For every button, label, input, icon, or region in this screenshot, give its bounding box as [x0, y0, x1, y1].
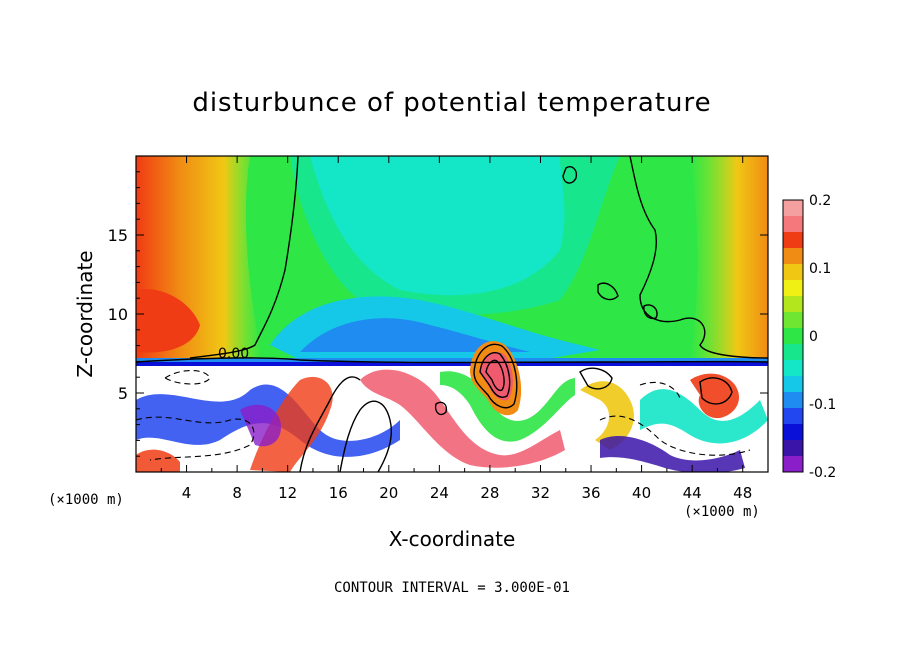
contour-boundary — [136, 357, 768, 364]
x-tick-label: 32 — [531, 484, 550, 502]
colorbar-swatch — [783, 376, 803, 392]
colorbar-frame — [782, 199, 804, 473]
field-right-warm — [690, 156, 768, 358]
contour-zero-right — [629, 156, 768, 359]
contour-lower-4 — [699, 377, 733, 405]
x-tick-label: 36 — [581, 484, 600, 502]
colorbar-tick-label: -0.2 — [809, 465, 836, 481]
y-axis-label: Z-coordinate — [73, 250, 97, 377]
colorbar-swatch — [783, 456, 803, 472]
contour-bubble-3 — [485, 359, 505, 392]
colorbar-swatch — [783, 408, 803, 424]
x-tick-label: 16 — [329, 484, 348, 502]
field-filament-7 — [690, 373, 740, 419]
field-boundary-band — [136, 358, 768, 364]
contour-lines — [136, 156, 768, 472]
field-filament-8 — [136, 449, 180, 472]
contour-lower-3 — [579, 367, 613, 390]
field-filament-4 — [440, 371, 575, 442]
contour-lower-1 — [299, 376, 361, 472]
x-tick-label: 4 — [182, 484, 192, 502]
field-filament-2 — [250, 376, 333, 472]
x-tick-label: 48 — [733, 484, 752, 502]
field-blue-deep — [300, 318, 530, 352]
colorbar-tick-label: 0.1 — [809, 261, 831, 277]
contour-dashed-1 — [163, 369, 211, 385]
x-unit-right: (×1000 m) — [684, 504, 760, 520]
heatmap-field — [136, 156, 768, 472]
colorbar-swatch — [783, 280, 803, 296]
contour-label: 0.00 — [218, 346, 249, 362]
x-axis-ticks: 4 8 12 16 20 24 28 32 36 40 44 48 — [160, 156, 752, 502]
colorbar-swatch — [783, 216, 803, 232]
field-filament-3 — [360, 369, 565, 468]
colorbar-swatch — [783, 424, 803, 440]
colorbar-tick-labels: 0.2 0.1 0 -0.1 -0.2 — [809, 193, 836, 481]
colorbar-tick-label: 0.2 — [809, 193, 831, 209]
colorbar-swatch — [783, 392, 803, 408]
contour-dashed-4 — [639, 381, 681, 399]
contour-right-island — [597, 282, 619, 301]
contour-bubble-1 — [473, 343, 518, 409]
field-cyan-core — [310, 156, 565, 296]
contour-interval-footer: CONTOUR INTERVAL = 3.000E-01 — [334, 580, 570, 596]
y-tick-label: 5 — [118, 384, 128, 403]
contour-dashed — [136, 369, 751, 461]
field-filament-6 — [640, 389, 768, 444]
y-axis-ticks: 5 10 15 — [108, 171, 768, 457]
x-tick-label: 44 — [683, 484, 702, 502]
colorbar-swatch — [783, 360, 803, 376]
x-tick-label: 40 — [632, 484, 651, 502]
contour-zero-left — [189, 156, 299, 359]
contour-small-loop — [562, 166, 578, 184]
colorbar-swatch — [783, 328, 803, 344]
colorbar-swatch — [783, 344, 803, 360]
field-filament-9 — [240, 404, 281, 447]
colorbar-swatch — [783, 264, 803, 280]
colorbar-tick-label: -0.1 — [809, 397, 836, 413]
x-tick-label: 20 — [379, 484, 398, 502]
colorbar-swatch — [783, 440, 803, 456]
contour-right-island-2 — [643, 304, 658, 320]
colorbar-tick-label: 0 — [809, 329, 818, 345]
contour-lower-2 — [339, 400, 392, 472]
field-bubble-inner — [480, 351, 513, 401]
field-boundary-band-dark — [136, 362, 768, 366]
field-filament-5 — [580, 381, 634, 450]
colorbar-swatch — [783, 296, 803, 312]
colorbar-swatch — [783, 248, 803, 264]
x-tick-label: 8 — [232, 484, 242, 502]
field-left-core — [136, 289, 200, 353]
contour-dashed-3 — [599, 415, 751, 456]
colorbar — [783, 200, 803, 472]
y-tick-label: 10 — [108, 305, 128, 324]
x-axis-label: X-coordinate — [389, 527, 516, 551]
x-unit-left: (×1000 m) — [48, 492, 124, 508]
x-tick-label: 12 — [278, 484, 297, 502]
y-tick-label: 15 — [108, 226, 128, 245]
x-tick-label: 28 — [480, 484, 499, 502]
contour-dashed-2 — [136, 416, 255, 461]
chart-title: disturbunce of potential temperature — [192, 88, 711, 118]
colorbar-swatch — [783, 200, 803, 216]
colorbar-swatch — [783, 312, 803, 328]
contour-bubble-2 — [479, 352, 511, 398]
contour-lower-5 — [434, 401, 448, 416]
x-tick-label: 24 — [430, 484, 449, 502]
colorbar-swatch — [783, 232, 803, 248]
field-filament-10 — [600, 436, 745, 472]
